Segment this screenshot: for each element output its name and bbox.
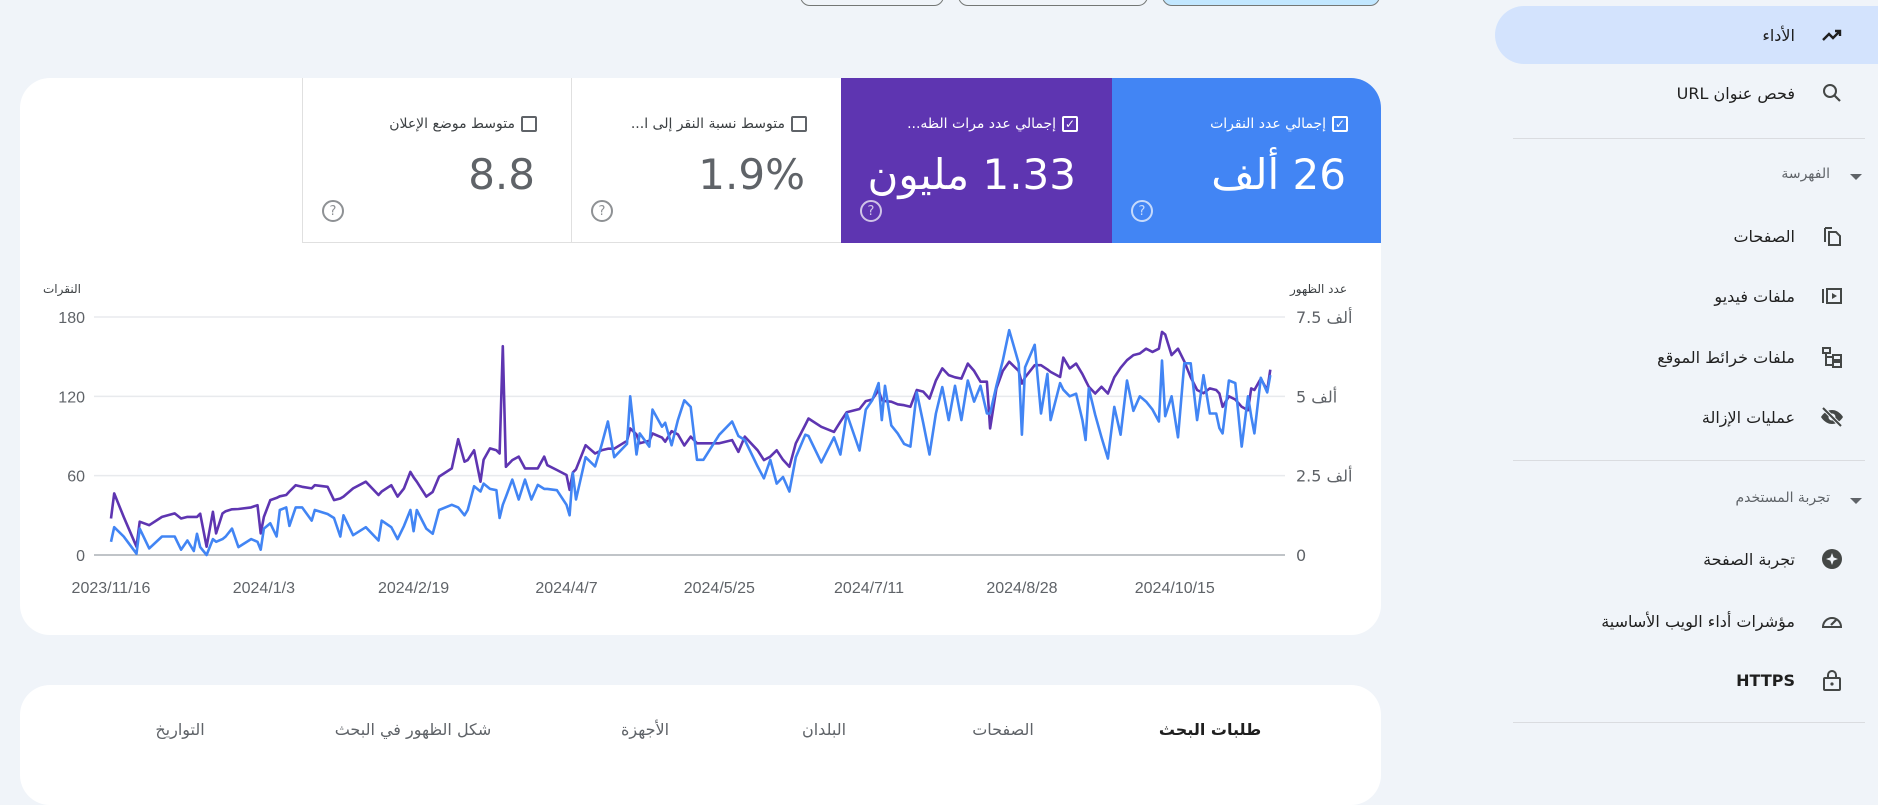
- help-icon[interactable]: ?: [1131, 200, 1153, 222]
- page-experience-icon: [1822, 549, 1842, 569]
- x-tick-label: 2024/8/28: [986, 580, 1057, 597]
- metric-total-clicks[interactable]: ✓ إجمالي عدد النقرات 26 ألف ?: [1112, 78, 1381, 243]
- help-icon[interactable]: ?: [591, 200, 613, 222]
- x-tick-label: 2024/2/19: [378, 580, 449, 597]
- section-label: الفهرسة: [1781, 166, 1830, 182]
- metric-label: متوسط موضع الإعلان: [389, 116, 515, 132]
- help-icon[interactable]: ?: [322, 200, 344, 222]
- sidebar-item-label: الأداء: [1762, 25, 1795, 45]
- sidebar-divider: [1513, 460, 1865, 461]
- sidebar-item-label: ملفات خرائط الموقع: [1657, 347, 1795, 367]
- x-tick-label: 2024/5/25: [684, 580, 755, 597]
- right-tick-label: 7.5 ألف: [1296, 307, 1352, 327]
- x-tick-label: 2024/10/15: [1135, 580, 1215, 597]
- metric-label: إجمالي عدد النقرات: [1210, 116, 1326, 132]
- metric-total-impressions[interactable]: ✓ إجمالي عدد مرات الظه... 1.33 مليون ?: [841, 78, 1112, 243]
- sidebar-divider: [1513, 722, 1865, 723]
- sidebar-divider: [1513, 138, 1865, 139]
- left-tick-label: 0: [76, 548, 85, 565]
- checkbox-checked-icon[interactable]: ✓: [1062, 116, 1078, 132]
- sidebar-item-page-experience[interactable]: تجربة الصفحة: [1495, 530, 1878, 588]
- right-tick-label: 5 ألف: [1296, 386, 1337, 406]
- sidebar-item-label: فحص عنوان URL: [1676, 83, 1795, 103]
- left-axis-title: النقرات: [43, 282, 81, 296]
- sidebar-item-label: مؤشرات أداء الويب الأساسية: [1601, 611, 1795, 631]
- sidebar-item-label: ملفات فيديو: [1714, 286, 1795, 306]
- dimensions-card: [20, 685, 1381, 805]
- tab-countries[interactable]: البلدان: [801, 720, 847, 739]
- sidebar-section-indexing[interactable]: الفهرسة: [1495, 161, 1878, 191]
- metric-label: إجمالي عدد مرات الظه...: [907, 116, 1056, 132]
- sidebar-item-label: HTTPS: [1736, 670, 1795, 690]
- right-axis-title: عدد الظهور: [1290, 282, 1347, 296]
- sidebar-item-label: عمليات الإزالة: [1701, 407, 1795, 427]
- metric-label: متوسط نسبة النقر إلى ا...: [630, 116, 785, 132]
- clicks-line: [109, 328, 1272, 557]
- eye-off-icon: [1821, 406, 1843, 428]
- left-tick-label: 60: [67, 469, 85, 486]
- metric-value: 8.8: [468, 150, 535, 199]
- tab-devices[interactable]: الأجهزة: [620, 720, 670, 739]
- left-tick-label: 180: [58, 310, 85, 327]
- sitemap-icon: [1822, 347, 1842, 368]
- sidebar-item-label: الصفحات: [1733, 226, 1795, 246]
- performance-chart[interactable]: 0 0 60 2.5 ألف 120 5 ألف 180 7.5 ألف 2023/11/16 2…: [0, 0, 1400, 620]
- metric-value: 1.33 مليون: [867, 150, 1076, 199]
- metric-value: 26 ألف: [1211, 150, 1346, 199]
- sidebar-item-url-inspection[interactable]: فحص عنوان URL: [1495, 64, 1878, 122]
- pages-icon: [1824, 227, 1841, 246]
- metric-value: 1.9%: [698, 150, 805, 199]
- x-tick-label: 2024/4/7: [535, 580, 597, 597]
- impressions-line: [109, 330, 1272, 549]
- sidebar-item-pages[interactable]: الصفحات: [1495, 207, 1878, 265]
- checkbox-unchecked-icon[interactable]: [791, 116, 807, 132]
- right-tick-label: 0: [1296, 546, 1306, 565]
- right-tick-label: 2.5 ألف: [1296, 466, 1352, 486]
- metric-avg-ctr[interactable]: متوسط نسبة النقر إلى ا... 1.9% ?: [571, 78, 841, 243]
- sidebar-item-https[interactable]: HTTPS: [1495, 651, 1878, 709]
- checkbox-checked-icon[interactable]: ✓: [1332, 116, 1348, 132]
- trending-up-icon: [1822, 29, 1842, 41]
- left-tick-label: 120: [58, 389, 85, 406]
- lock-icon: [1823, 670, 1841, 691]
- search-icon: [1823, 84, 1841, 102]
- help-icon[interactable]: ?: [860, 200, 882, 222]
- sidebar-item-label: تجربة الصفحة: [1703, 549, 1795, 569]
- caret-down-icon: [1850, 498, 1862, 504]
- section-label: تجربة المستخدم: [1735, 490, 1830, 506]
- tab-dates[interactable]: التواريخ: [155, 720, 205, 739]
- sidebar-item-videos[interactable]: ملفات فيديو: [1495, 267, 1878, 325]
- x-tick-label: 2023/11/16: [72, 580, 151, 597]
- sidebar-section-experience[interactable]: تجربة المستخدم: [1495, 485, 1878, 515]
- x-tick-label: 2024/7/11: [834, 580, 904, 597]
- metric-avg-position[interactable]: متوسط موضع الإعلان 8.8 ?: [302, 78, 571, 243]
- tab-pages[interactable]: الصفحات: [972, 720, 1034, 739]
- tab-search-appearance[interactable]: شكل الظهور في البحث: [334, 720, 492, 739]
- checkbox-unchecked-icon[interactable]: [521, 116, 537, 132]
- sidebar-item-core-web-vitals[interactable]: مؤشرات أداء الويب الأساسية: [1495, 592, 1878, 650]
- caret-down-icon: [1850, 174, 1862, 180]
- x-tick-label: 2024/1/3: [233, 580, 295, 597]
- sidebar-item-sitemaps[interactable]: ملفات خرائط الموقع: [1495, 328, 1878, 386]
- video-icon: [1822, 288, 1842, 304]
- tab-queries[interactable]: طلبات البحث: [1158, 720, 1262, 739]
- sidebar-item-performance[interactable]: الأداء: [1495, 6, 1878, 64]
- gauge-icon: [1821, 617, 1843, 628]
- sidebar-item-removals[interactable]: عمليات الإزالة: [1495, 388, 1878, 446]
